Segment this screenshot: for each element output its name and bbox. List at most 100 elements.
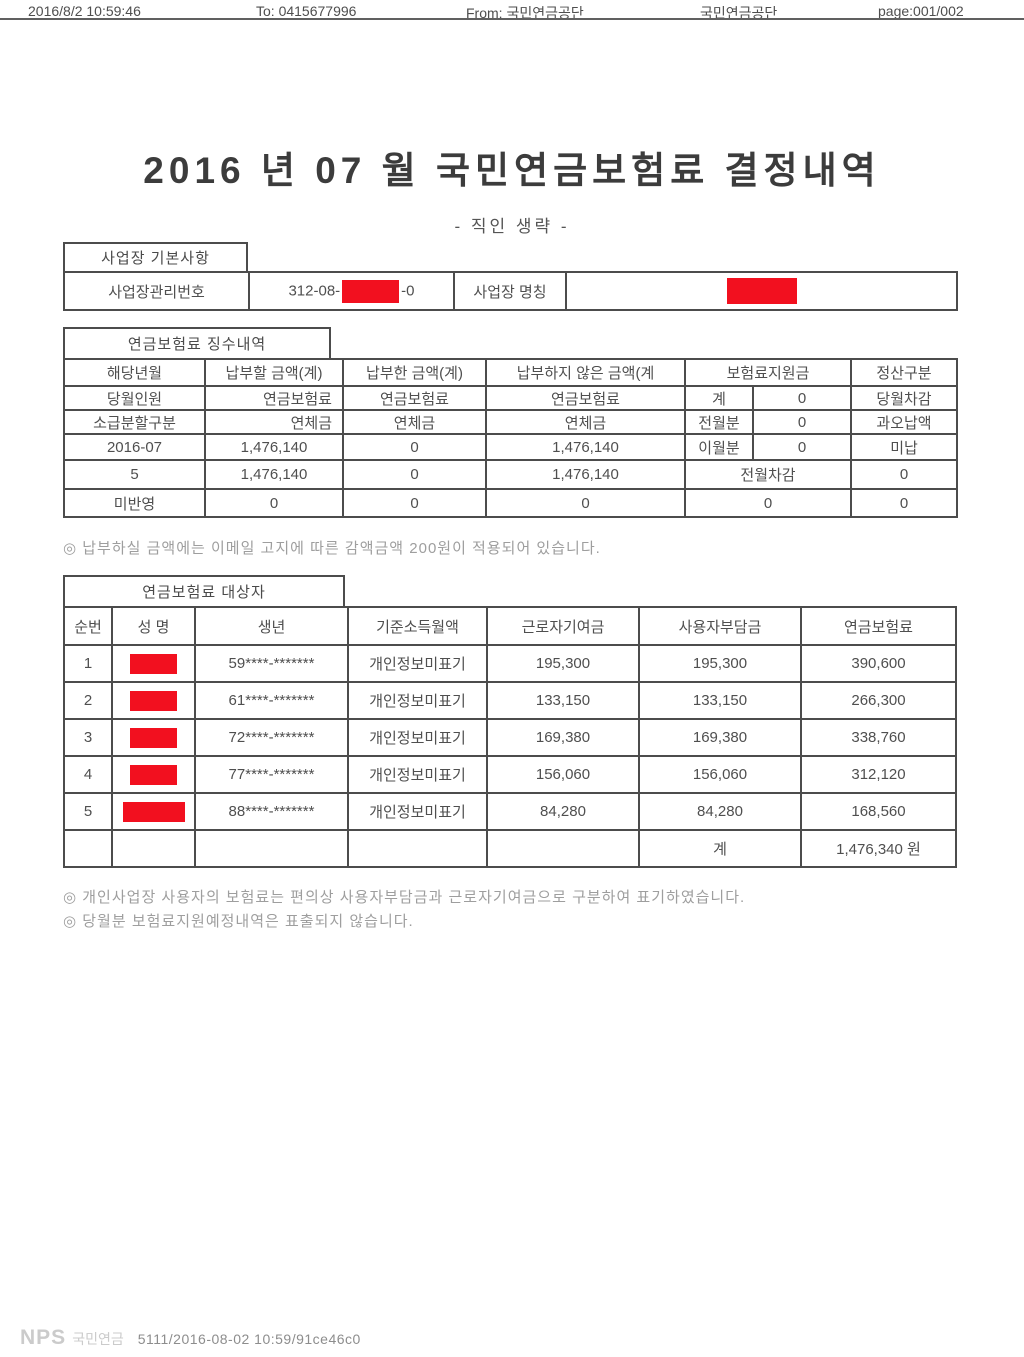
email-discount-note: ◎ 납부하실 금액에는 이메일 고지에 따른 감액금액 200원이 적용되어 있… xyxy=(63,540,601,557)
footnote-2: ◎ 당월분 보험료지원예정내역은 표출되지 않습니다. xyxy=(63,913,414,930)
empty-cell xyxy=(194,829,349,868)
member-birth: 59****-******* xyxy=(194,644,349,683)
member-birth: 72****-******* xyxy=(194,718,349,757)
col-header: 정산구분 xyxy=(850,358,958,387)
member-employer-contrib: 133,150 xyxy=(638,681,802,720)
col-header: 해당년월 xyxy=(63,358,206,387)
table-cell: 0 xyxy=(684,488,852,518)
member-employee-contrib: 133,150 xyxy=(486,681,640,720)
member-employee-contrib: 169,380 xyxy=(486,718,640,757)
col-header: 근로자기여금 xyxy=(486,606,640,646)
member-employee-contrib: 156,060 xyxy=(486,755,640,794)
workplace-mgmt-no-value: 312-08- -0 xyxy=(248,271,455,311)
fax-trace-code: 5111/2016-08-02 10:59/91ce46c0 xyxy=(137,1331,361,1347)
redacted-member-name xyxy=(130,690,177,711)
empty-cell xyxy=(347,829,488,868)
redacted-member-name xyxy=(122,801,185,822)
footnote-1: ◎ 개인사업장 사용자의 보험료는 편의상 사용자부담금과 근로자기여금으로 구… xyxy=(63,889,746,906)
table-cell: 소급분할구분 xyxy=(63,409,206,435)
table-cell: 1,476,140 xyxy=(485,459,686,490)
total-label: 계 xyxy=(638,829,802,868)
member-employer-contrib: 195,300 xyxy=(638,644,802,683)
members-table: 순번 성 명 생년 기준소득월액 근로자기여금 사용자부담금 연금보험료 1 5… xyxy=(63,606,957,868)
member-premium: 266,300 xyxy=(800,681,957,720)
table-cell: 0 xyxy=(752,385,852,411)
member-no: 5 xyxy=(63,792,113,831)
redacted-business-name xyxy=(726,278,797,304)
table-cell: 계 xyxy=(684,385,754,411)
member-employer-contrib: 84,280 xyxy=(638,792,802,831)
member-income: 개인정보미표기 xyxy=(347,755,488,794)
member-name-cell xyxy=(111,718,196,757)
member-no: 2 xyxy=(63,681,113,720)
table-cell: 미반영 xyxy=(63,488,206,518)
member-premium: 390,600 xyxy=(800,644,957,683)
empty-cell xyxy=(111,829,196,868)
col-header: 기준소득월액 xyxy=(347,606,488,646)
redacted-member-name xyxy=(130,653,177,674)
table-cell: 1,476,140 xyxy=(204,433,344,461)
table-cell: 당월인원 xyxy=(63,385,206,411)
table-row: 1 59****-******* 개인정보미표기 195,300 195,300… xyxy=(63,644,957,683)
document-title: 2016 년 07 월 국민연금보험료 결정내역 xyxy=(143,150,881,191)
table-cell: 당월차감 xyxy=(850,385,958,411)
redacted-business-number xyxy=(342,279,400,303)
fax-to: To: 0415677996 xyxy=(256,3,357,19)
page-footer: NPS 국민연금 5111/2016-08-02 10:59/91ce46c0 xyxy=(20,1326,361,1350)
table-cell: 연체금 xyxy=(342,409,487,435)
member-income: 개인정보미표기 xyxy=(347,644,488,683)
mgmt-no-prefix: 312-08- xyxy=(288,281,341,299)
table-cell: 연금보험료 xyxy=(342,385,487,411)
member-income: 개인정보미표기 xyxy=(347,681,488,720)
table-cell: 0 xyxy=(485,488,686,518)
table-cell: 1,476,140 xyxy=(485,433,686,461)
member-employer-contrib: 169,380 xyxy=(638,718,802,757)
member-no: 4 xyxy=(63,755,113,794)
table-cell: 연금보험료 xyxy=(485,385,686,411)
fax-from: From: 국민연금공단 xyxy=(466,5,584,21)
workplace-name-label: 사업장 명칭 xyxy=(453,271,567,311)
table-cell: 이월분 xyxy=(684,433,754,461)
section-tab-workplace-info: 사업장 기본사항 xyxy=(63,242,248,273)
nps-logo-korean: 국민연금 xyxy=(72,1331,124,1347)
col-header: 성 명 xyxy=(111,606,196,646)
table-row: 2 61****-******* 개인정보미표기 133,150 133,150… xyxy=(63,681,957,720)
member-income: 개인정보미표기 xyxy=(347,792,488,831)
table-cell: 0 xyxy=(342,433,487,461)
stamp-omitted-note: - 직인 생략 - xyxy=(454,217,570,236)
mgmt-no-suffix: -0 xyxy=(401,281,415,299)
table-cell: 연금보험료 xyxy=(204,385,344,411)
member-income: 개인정보미표기 xyxy=(347,718,488,757)
col-header: 납부할 금액(계) xyxy=(204,358,344,387)
redacted-member-name xyxy=(130,764,177,785)
workplace-name-value xyxy=(565,271,958,311)
fax-header-divider xyxy=(0,18,1024,20)
member-birth: 61****-******* xyxy=(194,681,349,720)
table-cell: 전월차감 xyxy=(684,459,852,490)
member-birth: 88****-******* xyxy=(194,792,349,831)
table-row: 4 77****-******* 개인정보미표기 156,060 156,060… xyxy=(63,755,957,794)
fax-sender: 국민연금공단 xyxy=(700,5,778,21)
member-premium: 312,120 xyxy=(800,755,957,794)
collection-table: 해당년월 납부할 금액(계) 납부한 금액(계) 납부하지 않은 금액(계 보험… xyxy=(63,358,958,518)
member-no: 1 xyxy=(63,644,113,683)
redacted-member-name xyxy=(130,727,177,748)
nps-logo: NPS xyxy=(20,1326,67,1349)
empty-cell xyxy=(63,829,113,868)
table-cell: 0 xyxy=(752,433,852,461)
member-birth: 77****-******* xyxy=(194,755,349,794)
col-header: 순번 xyxy=(63,606,113,646)
table-cell: 과오납액 xyxy=(850,409,958,435)
empty-cell xyxy=(486,829,640,868)
table-cell: 미납 xyxy=(850,433,958,461)
total-premium-value: 1,476,340 원 xyxy=(800,829,957,868)
table-cell: 0 xyxy=(850,488,958,518)
fax-datetime: 2016/8/2 10:59:46 xyxy=(28,3,141,19)
table-cell: 0 xyxy=(342,459,487,490)
section-tab-members: 연금보험료 대상자 xyxy=(63,575,345,608)
table-cell: 0 xyxy=(752,409,852,435)
member-premium: 338,760 xyxy=(800,718,957,757)
table-row: 3 72****-******* 개인정보미표기 169,380 169,380… xyxy=(63,718,957,757)
table-cell: 0 xyxy=(204,488,344,518)
table-cell: 연체금 xyxy=(204,409,344,435)
